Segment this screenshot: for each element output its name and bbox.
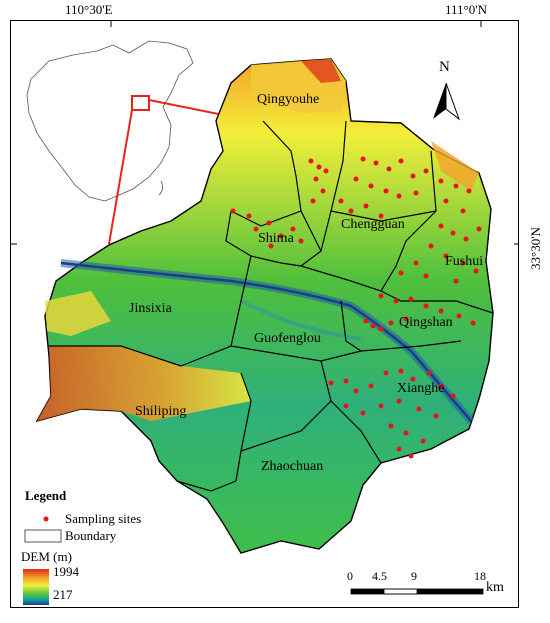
legend-sample-symbol xyxy=(43,516,49,522)
inset-highlight-box xyxy=(131,95,150,111)
north-label: N xyxy=(439,59,450,75)
scale-bar xyxy=(350,588,484,595)
lon-label-right: 111°0'N xyxy=(445,2,487,17)
legend-boundary-symbol xyxy=(24,529,62,543)
study-area xyxy=(35,58,494,554)
region-label-fushui: Fushui xyxy=(445,254,484,269)
legend-title: Legend xyxy=(25,488,67,503)
lon-label-left: 110°30'E xyxy=(65,2,113,17)
township-boundaries xyxy=(49,120,494,492)
scale-unit: km xyxy=(486,580,504,595)
sampling-sites xyxy=(230,156,482,459)
region-label-chengguan: Chengguan xyxy=(341,217,405,232)
scale-tick-4-5: 4.5 xyxy=(372,569,387,583)
legend-boundary-label: Boundary xyxy=(65,528,117,543)
scale-tick-9: 9 xyxy=(411,569,417,583)
region-label-jinsixia: Jinsixia xyxy=(129,301,172,316)
lat-label-right: 33°30'N xyxy=(528,227,543,270)
legend-sampling-label: Sampling sites xyxy=(65,511,142,526)
dem-color-ramp xyxy=(23,569,49,605)
region-label-guofenglou: Guofenglou xyxy=(254,331,321,346)
region-label-xianghe: Xianghe xyxy=(397,381,445,396)
map-frame: N Qingyouhe Chengguan Shima Fushui Jinsi… xyxy=(10,20,519,608)
region-label-qingyouhe: Qingyouhe xyxy=(257,92,320,107)
region-label-shiliping: Shiliping xyxy=(135,404,187,419)
legend-dem-min: 217 xyxy=(53,587,73,602)
map-canvas xyxy=(11,21,518,595)
scale-tick-0: 0 xyxy=(347,569,353,583)
legend-dem-title: DEM (m) xyxy=(21,549,72,564)
scale-tick-18: 18 xyxy=(474,569,486,583)
north-arrow-icon xyxy=(433,82,461,121)
region-label-qingshan: Qingshan xyxy=(399,315,453,330)
china-inset-map xyxy=(26,40,194,202)
legend-dem-max: 1994 xyxy=(53,564,79,579)
region-label-shima: Shima xyxy=(258,231,294,246)
region-label-zhaochuan: Zhaochuan xyxy=(261,459,324,474)
